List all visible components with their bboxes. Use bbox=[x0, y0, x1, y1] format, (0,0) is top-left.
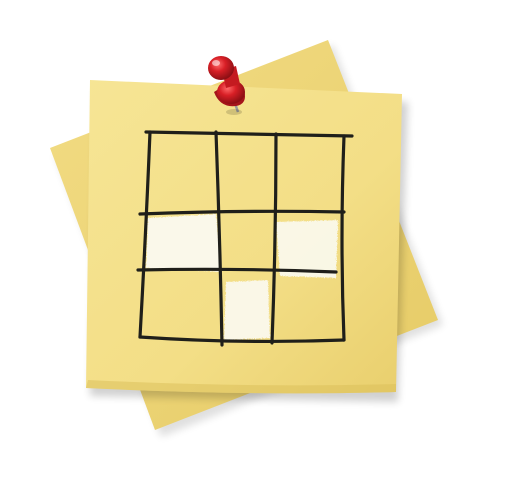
pencil-grid bbox=[136, 130, 354, 347]
filled-cell-r2-c1 bbox=[146, 214, 221, 272]
front-note bbox=[86, 80, 408, 402]
filled-cell-r3-c2 bbox=[224, 280, 270, 340]
filled-cells bbox=[146, 214, 338, 340]
push-pin-icon bbox=[208, 56, 245, 115]
filled-cell-r2-c3 bbox=[276, 220, 338, 278]
